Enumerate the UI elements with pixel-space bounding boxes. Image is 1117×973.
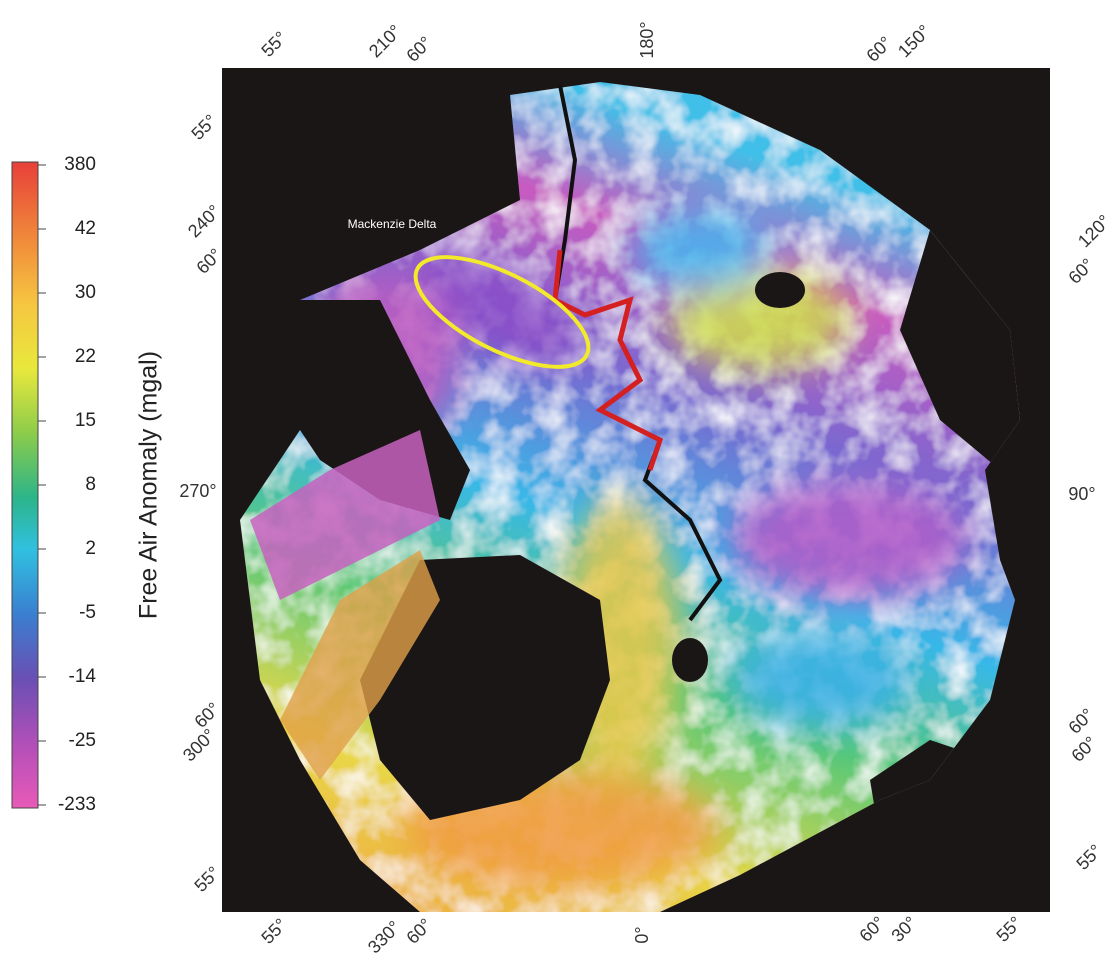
graticule-label: 150° [894,21,934,61]
graticule-label: 60° [192,244,225,277]
colorbar-label: 15 [75,410,96,431]
colorbar-label: 30 [75,282,96,303]
colorbar-label: 380 [64,154,96,175]
graticule-label: 210° [365,21,405,61]
colorbar-label: 2 [85,538,96,559]
colorbar-title: Free Air Anomaly (mgal) [135,351,163,619]
graticule-label: 0° [632,926,652,943]
graticule-label: 60° [1064,254,1097,287]
colorbar-label: 8 [85,474,96,495]
graticule-label: 55° [257,27,290,60]
annotation: Mackenzie Delta [348,217,437,231]
colorbar-label: 22 [75,346,96,367]
graticule-label: 55° [187,110,220,143]
graticule-label: 60° [855,912,888,945]
graticule-label: 120° [1074,211,1114,251]
graticule-label: 60° [862,32,895,65]
page: 380 42 30 22 15 8 2 -5 -14 -25 -233 Free Air Anoma… [0,0,1117,968]
graticule-label: 60° [1067,732,1100,765]
colorbar [12,162,38,808]
graticule-label: 55° [992,912,1025,945]
graticule-label: 330° [364,917,404,957]
colorbar-label: -5 [79,602,96,623]
colorbar-label: -233 [58,794,96,815]
graticule-label: 90° [1068,484,1095,504]
graticule-label: 60° [1064,704,1097,737]
graticule-label: 55° [190,862,223,895]
graticule-label: 180° [637,21,657,58]
graticule-label: 270° [179,481,216,501]
graticule-label: 60° [402,914,435,947]
colorbar-ticks: 380 42 30 22 15 8 2 -5 -14 -25 -233 [38,154,96,815]
colorbar-label: 42 [75,218,96,239]
graticule-label: 55° [1072,840,1105,873]
graticule-label: 30° [887,912,920,945]
colorbar-label: -25 [69,730,96,751]
colorbar-label: -14 [69,666,97,687]
graticule-label: 55° [257,914,290,947]
graticule-label: 240° [184,201,224,241]
graticule-label: 300° [179,725,219,765]
graticule-label: 60° [402,32,435,65]
